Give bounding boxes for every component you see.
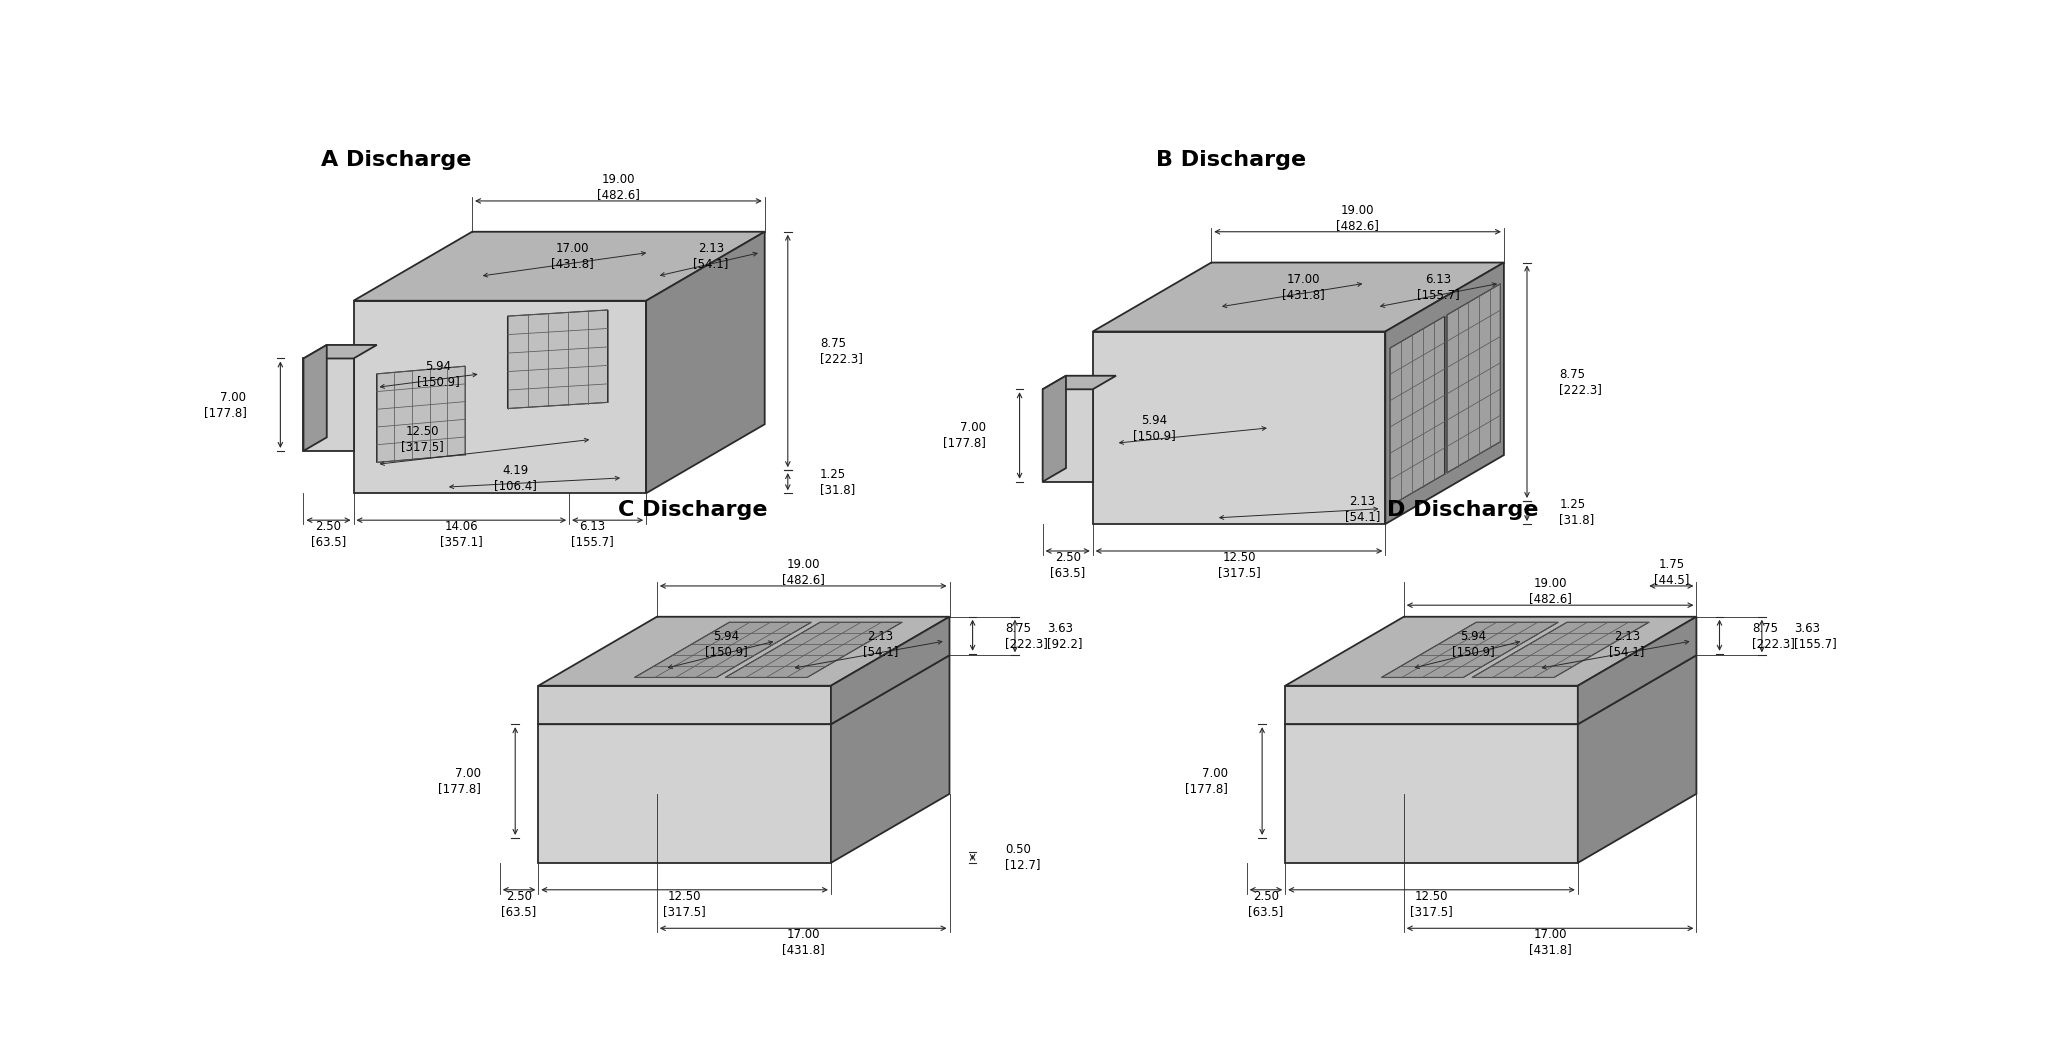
Polygon shape bbox=[725, 622, 901, 678]
Polygon shape bbox=[303, 345, 377, 358]
Text: 6.13
[155.7]: 6.13 [155.7] bbox=[571, 520, 614, 548]
Polygon shape bbox=[539, 617, 950, 685]
Text: 12.50
[317.5]: 12.50 [317.5] bbox=[401, 426, 444, 453]
Text: 1.25
[31.8]: 1.25 [31.8] bbox=[1559, 498, 1595, 527]
Polygon shape bbox=[1473, 622, 1649, 678]
Text: 4.19
[106.4]: 4.19 [106.4] bbox=[494, 464, 537, 492]
Text: 1.25
[31.8]: 1.25 [31.8] bbox=[819, 468, 856, 495]
Text: 17.00
[431.8]: 17.00 [431.8] bbox=[1528, 928, 1571, 956]
Text: 2.50
[63.5]: 2.50 [63.5] bbox=[502, 889, 537, 918]
Text: 2.13
[54.1]: 2.13 [54.1] bbox=[862, 630, 897, 658]
Polygon shape bbox=[1391, 317, 1444, 506]
Text: 2.50
[63.5]: 2.50 [63.5] bbox=[1249, 889, 1284, 918]
Polygon shape bbox=[1384, 263, 1503, 524]
Polygon shape bbox=[1286, 685, 1577, 724]
Text: 6.13
[155.7]: 6.13 [155.7] bbox=[1417, 272, 1460, 301]
Text: 7.00
[177.8]: 7.00 [177.8] bbox=[203, 391, 246, 418]
Polygon shape bbox=[354, 301, 645, 493]
Polygon shape bbox=[539, 724, 831, 863]
Text: 12.50
[317.5]: 12.50 [317.5] bbox=[1219, 551, 1260, 579]
Polygon shape bbox=[831, 655, 950, 863]
Polygon shape bbox=[1382, 622, 1559, 678]
Polygon shape bbox=[303, 358, 354, 451]
Polygon shape bbox=[303, 345, 328, 451]
Polygon shape bbox=[1042, 376, 1065, 482]
Text: 14.06
[357.1]: 14.06 [357.1] bbox=[440, 520, 483, 548]
Text: 7.00
[177.8]: 7.00 [177.8] bbox=[942, 421, 985, 450]
Text: 5.94
[150.9]: 5.94 [150.9] bbox=[1452, 630, 1495, 658]
Text: 5.94
[150.9]: 5.94 [150.9] bbox=[1133, 414, 1176, 441]
Polygon shape bbox=[1042, 376, 1116, 390]
Text: 19.00
[482.6]: 19.00 [482.6] bbox=[596, 173, 639, 201]
Text: 0.50
[12.7]: 0.50 [12.7] bbox=[1006, 844, 1040, 871]
Text: 8.75
[222.3]: 8.75 [222.3] bbox=[819, 337, 862, 365]
Text: 5.94
[150.9]: 5.94 [150.9] bbox=[418, 360, 459, 388]
Text: 19.00
[482.6]: 19.00 [482.6] bbox=[1335, 204, 1378, 232]
Polygon shape bbox=[1286, 655, 1696, 724]
Text: 1.75
[44.5]: 1.75 [44.5] bbox=[1655, 558, 1690, 586]
Text: 7.00
[177.8]: 7.00 [177.8] bbox=[1186, 767, 1229, 795]
Text: 2.50
[63.5]: 2.50 [63.5] bbox=[1051, 551, 1085, 579]
Polygon shape bbox=[539, 655, 950, 724]
Polygon shape bbox=[1286, 724, 1577, 863]
Text: 2.13
[54.1]: 2.13 [54.1] bbox=[692, 242, 729, 270]
Text: 8.75
[222.3]: 8.75 [222.3] bbox=[1559, 367, 1602, 396]
Text: 12.50
[317.5]: 12.50 [317.5] bbox=[1411, 889, 1452, 918]
Text: 2.50
[63.5]: 2.50 [63.5] bbox=[311, 520, 346, 548]
Polygon shape bbox=[354, 231, 764, 301]
Polygon shape bbox=[1577, 617, 1696, 724]
Polygon shape bbox=[1577, 655, 1696, 863]
Polygon shape bbox=[508, 310, 608, 409]
Text: C Discharge: C Discharge bbox=[618, 501, 768, 521]
Text: 7.00
[177.8]: 7.00 [177.8] bbox=[438, 767, 481, 795]
Text: 2.13
[54.1]: 2.13 [54.1] bbox=[1610, 630, 1645, 658]
Polygon shape bbox=[1042, 390, 1094, 482]
Text: D Discharge: D Discharge bbox=[1386, 501, 1538, 521]
Text: 3.63
[92.2]: 3.63 [92.2] bbox=[1047, 622, 1083, 650]
Text: 5.94
[150.9]: 5.94 [150.9] bbox=[705, 630, 748, 658]
Text: 19.00
[482.6]: 19.00 [482.6] bbox=[1528, 578, 1571, 605]
Polygon shape bbox=[635, 622, 811, 678]
Polygon shape bbox=[539, 685, 831, 724]
Text: 12.50
[317.5]: 12.50 [317.5] bbox=[664, 889, 707, 918]
Text: B Discharge: B Discharge bbox=[1157, 150, 1307, 170]
Text: 8.75
[222.3]: 8.75 [222.3] bbox=[1006, 622, 1049, 650]
Text: 17.00
[431.8]: 17.00 [431.8] bbox=[782, 928, 825, 956]
Polygon shape bbox=[377, 366, 465, 463]
Polygon shape bbox=[1094, 332, 1384, 524]
Polygon shape bbox=[1094, 263, 1503, 332]
Text: 17.00
[431.8]: 17.00 [431.8] bbox=[551, 242, 594, 270]
Polygon shape bbox=[1448, 284, 1501, 473]
Text: 2.13
[54.1]: 2.13 [54.1] bbox=[1346, 494, 1380, 523]
Text: 19.00
[482.6]: 19.00 [482.6] bbox=[782, 558, 825, 586]
Text: 3.63
[155.7]: 3.63 [155.7] bbox=[1794, 622, 1837, 650]
Polygon shape bbox=[831, 617, 950, 724]
Polygon shape bbox=[1286, 617, 1696, 685]
Text: 17.00
[431.8]: 17.00 [431.8] bbox=[1282, 272, 1325, 301]
Text: 8.75
[222.3]: 8.75 [222.3] bbox=[1751, 622, 1794, 650]
Polygon shape bbox=[645, 231, 764, 493]
Text: A Discharge: A Discharge bbox=[322, 150, 471, 170]
